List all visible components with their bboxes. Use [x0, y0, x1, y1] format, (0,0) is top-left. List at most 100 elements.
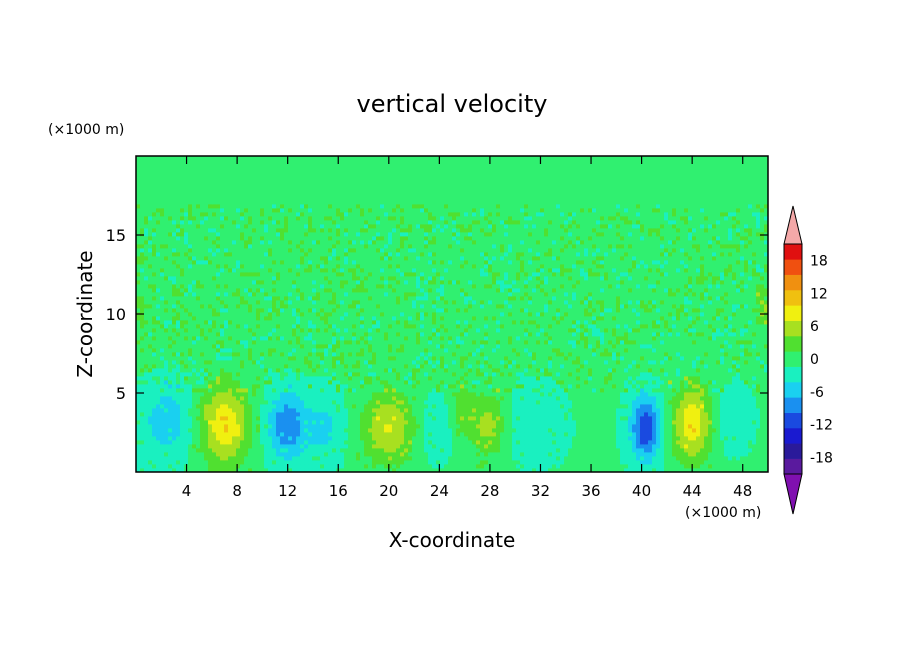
- field-cell: [560, 404, 564, 408]
- field-cell: [320, 348, 324, 352]
- field-cell: [676, 352, 680, 356]
- field-cell: [668, 448, 672, 452]
- field-cell: [220, 376, 224, 380]
- field-cell: [412, 400, 416, 404]
- field-cell: [740, 444, 744, 448]
- field-cell: [540, 408, 544, 412]
- field-cell: [268, 464, 272, 468]
- field-cell: [596, 428, 600, 432]
- field-cell: [656, 424, 660, 428]
- field-cell: [752, 424, 756, 428]
- field-cell: [164, 364, 168, 368]
- field-cell: [672, 396, 676, 400]
- field-cell: [740, 364, 744, 368]
- field-cell: [188, 436, 192, 440]
- field-cell: [620, 424, 624, 428]
- field-cell: [448, 376, 452, 380]
- field-cell: [384, 408, 388, 412]
- field-cell: [352, 460, 356, 464]
- field-cell: [408, 392, 412, 396]
- field-cell: [440, 380, 444, 384]
- field-cell: [356, 452, 360, 456]
- field-cell: [328, 380, 332, 384]
- field-cell: [636, 352, 640, 356]
- field-cell: [660, 360, 664, 364]
- field-cell: [384, 404, 388, 408]
- field-cell: [508, 448, 512, 452]
- field-cell: [140, 460, 144, 464]
- field-cell: [288, 372, 292, 376]
- field-cell: [424, 448, 428, 452]
- field-cell: [564, 380, 568, 384]
- field-cell: [360, 440, 364, 444]
- field-cell: [472, 448, 476, 452]
- field-cell: [452, 436, 456, 440]
- field-cell: [528, 368, 532, 372]
- field-cell: [340, 384, 344, 388]
- field-cell: [504, 432, 508, 436]
- field-cell: [340, 396, 344, 400]
- field-cell: [540, 388, 544, 392]
- field-cell: [460, 428, 464, 432]
- field-cell: [504, 404, 508, 408]
- field-cell: [336, 388, 340, 392]
- field-cell: [648, 424, 652, 428]
- field-cell: [188, 348, 192, 352]
- field-cell: [624, 388, 628, 392]
- field-cell: [156, 384, 160, 388]
- field-cell: [604, 412, 608, 416]
- field-cell: [724, 424, 728, 428]
- field-cell: [204, 420, 208, 424]
- field-cell: [220, 440, 224, 444]
- field-cell: [220, 444, 224, 448]
- field-cell: [412, 404, 416, 408]
- field-cell: [224, 416, 228, 420]
- field-cell: [312, 360, 316, 364]
- field-cell: [408, 436, 412, 440]
- field-cell: [600, 352, 604, 356]
- field-cell: [284, 452, 288, 456]
- field-cell: [180, 420, 184, 424]
- field-cell: [496, 364, 500, 368]
- field-cell: [364, 424, 368, 428]
- field-cell: [256, 372, 260, 376]
- field-cell: [544, 448, 548, 452]
- field-cell: [420, 416, 424, 420]
- field-cell: [204, 464, 208, 468]
- field-cell: [472, 344, 476, 348]
- field-cell: [684, 360, 688, 364]
- field-cell: [736, 424, 740, 428]
- field-cell: [556, 352, 560, 356]
- field-cell: [396, 432, 400, 436]
- field-cell: [212, 376, 216, 380]
- field-cell: [560, 456, 564, 460]
- field-cell: [312, 352, 316, 356]
- field-cell: [160, 400, 164, 404]
- field-cell: [372, 344, 376, 348]
- field-cell: [208, 416, 212, 420]
- field-cell: [624, 412, 628, 416]
- field-cell: [444, 416, 448, 420]
- field-cell: [568, 440, 572, 444]
- field-cell: [148, 368, 152, 372]
- field-cell: [564, 384, 568, 388]
- field-cell: [296, 452, 300, 456]
- field-cell: [412, 344, 416, 348]
- field-cell: [656, 368, 660, 372]
- field-cell: [272, 424, 276, 428]
- field-cell: [348, 464, 352, 468]
- field-cell: [528, 364, 532, 368]
- field-cell: [164, 392, 168, 396]
- field-cell: [608, 376, 612, 380]
- field-cell: [388, 460, 392, 464]
- field-cell: [312, 380, 316, 384]
- field-cell: [456, 412, 460, 416]
- field-cell: [740, 396, 744, 400]
- field-cell: [260, 360, 264, 364]
- field-cell: [460, 448, 464, 452]
- field-cell: [692, 392, 696, 396]
- field-cell: [540, 396, 544, 400]
- field-cell: [300, 392, 304, 396]
- field-cell: [156, 464, 160, 468]
- field-cell: [436, 400, 440, 404]
